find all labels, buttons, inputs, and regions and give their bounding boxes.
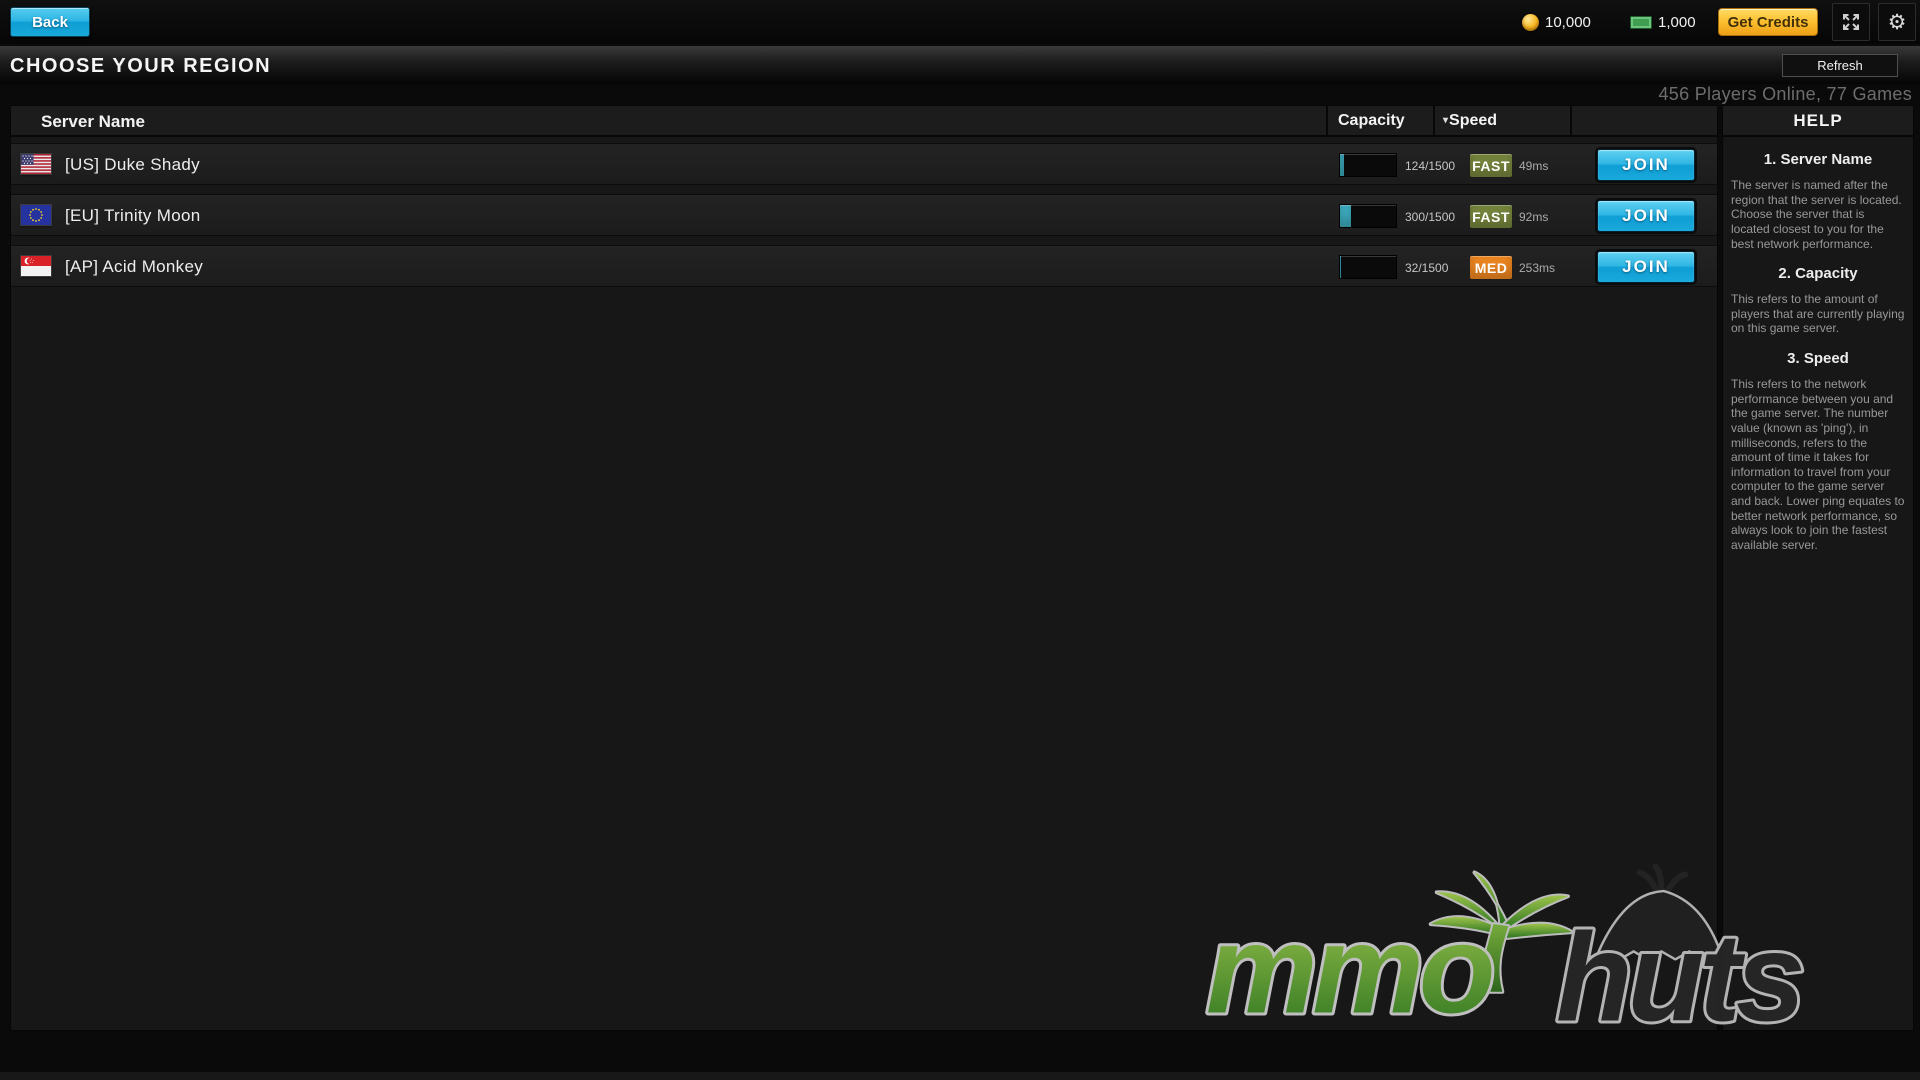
capacity-value: 32/1500 — [1405, 261, 1449, 275]
join-button-us[interactable]: JOIN — [1597, 149, 1695, 181]
logo-text-huts: huts — [1556, 908, 1802, 1038]
coin-icon — [1522, 13, 1539, 31]
hut-roof-icon — [1597, 863, 1722, 961]
server-name: [AP] Acid Monkey — [65, 257, 204, 276]
capacity-bar-fill — [1340, 256, 1342, 278]
cash-balance: 1,000 — [1630, 0, 1696, 44]
server-name: [EU] Trinity Moon — [65, 206, 201, 225]
us-flag-icon — [21, 154, 51, 174]
help-panel: HELP 1. Server Name The server is named … — [1722, 105, 1914, 1031]
help-title: HELP — [1723, 106, 1913, 137]
fullscreen-button[interactable] — [1832, 3, 1870, 41]
gear-icon: ⚙ — [1887, 9, 1907, 34]
column-divider — [1433, 106, 1435, 137]
server-row-ap[interactable]: [AP] Acid Monkey 32/1500 MED 253ms JOIN — [11, 245, 1717, 287]
capacity-bar — [1339, 153, 1397, 177]
cash-amount: 1,000 — [1658, 13, 1696, 31]
help-heading-server-name: 1. Server Name — [1763, 151, 1873, 168]
refresh-button[interactable]: Refresh — [1782, 54, 1898, 77]
help-heading-speed: 3. Speed — [1787, 350, 1849, 367]
mmohuts-logo: mmo huts — [1203, 863, 1810, 1038]
capacity-bar — [1339, 204, 1397, 228]
coin-balance: 10,000 — [1522, 0, 1591, 44]
join-button-eu[interactable]: JOIN — [1597, 200, 1695, 232]
help-body-server-name: The server is named after the region tha… — [1731, 178, 1902, 251]
palm-tree-icon — [1428, 870, 1574, 994]
get-credits-button[interactable]: Get Credits — [1718, 8, 1818, 36]
column-divider — [1570, 106, 1572, 137]
ping-value: 92ms — [1519, 210, 1549, 224]
eu-flag-icon — [21, 205, 51, 225]
help-body-speed: This refers to the network performance b… — [1731, 377, 1905, 552]
capacity-value: 124/1500 — [1405, 159, 1456, 173]
join-button-ap[interactable]: JOIN — [1597, 251, 1695, 283]
help-body-capacity: This refers to the amount of players tha… — [1731, 292, 1905, 336]
sg-flag-icon — [21, 256, 51, 276]
sort-descending-icon: ▾ — [1443, 115, 1449, 126]
fullscreen-icon — [1843, 14, 1859, 30]
cash-icon — [1630, 15, 1652, 29]
column-capacity[interactable]: Capacity — [1338, 112, 1405, 129]
capacity-bar — [1339, 255, 1397, 279]
speed-badge: MED — [1470, 256, 1512, 279]
column-server-name[interactable]: Server Name — [41, 112, 145, 131]
help-heading-capacity: 2. Capacity — [1778, 265, 1858, 283]
ping-value: 253ms — [1519, 261, 1556, 275]
server-name: [US] Duke Shady — [65, 155, 200, 174]
logo-text-mmo: mmo — [1206, 900, 1492, 1038]
ping-value: 49ms — [1519, 159, 1549, 173]
top-bar: Back 10,000 1,000 Get Credits ⚙ — [0, 0, 1920, 44]
speed-badge: FAST — [1470, 205, 1512, 228]
settings-button[interactable]: ⚙ — [1878, 3, 1916, 41]
players-online-status: 456 Players Online, 77 Games — [1658, 84, 1912, 104]
speed-badge: FAST — [1470, 154, 1512, 177]
capacity-bar-fill — [1340, 205, 1352, 227]
server-rows: [US] Duke Shady 124/1500 FAST 49ms JOIN — [11, 137, 1717, 287]
main-area: Server Name Capacity ▾Speed — [10, 105, 1914, 1031]
server-list-panel: Server Name Capacity ▾Speed — [10, 105, 1718, 1031]
capacity-bar-fill — [1340, 154, 1345, 176]
column-divider — [1326, 106, 1328, 137]
bottom-strip — [0, 1072, 1920, 1080]
coin-amount: 10,000 — [1545, 13, 1591, 31]
title-bar: CHOOSE YOUR REGION Refresh — [0, 46, 1920, 84]
table-header: Server Name Capacity ▾Speed — [11, 106, 1717, 137]
capacity-value: 300/1500 — [1405, 210, 1456, 224]
server-row-eu[interactable]: [EU] Trinity Moon 300/1500 FAST 92ms JOI… — [11, 194, 1717, 236]
column-speed[interactable]: ▾Speed — [1443, 112, 1498, 129]
server-row-us[interactable]: [US] Duke Shady 124/1500 FAST 49ms JOIN — [11, 143, 1717, 185]
back-button[interactable]: Back — [10, 7, 90, 37]
page-title: CHOOSE YOUR REGION — [10, 55, 272, 77]
